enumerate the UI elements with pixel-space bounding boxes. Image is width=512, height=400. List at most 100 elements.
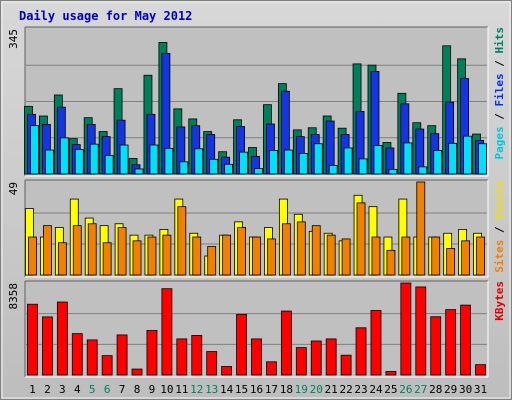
x-tick-label: 18 (280, 383, 293, 396)
bar-pages-day-23 (358, 158, 368, 175)
bar-kbytes-day-19 (295, 347, 307, 376)
bar-kbytes-day-21 (325, 338, 337, 376)
bar-kbytes-day-31 (475, 364, 486, 376)
legend-part: Files (493, 73, 506, 106)
x-tick-label: 5 (89, 383, 96, 396)
bar-pages-day-4 (74, 149, 84, 175)
bar-sites-day-8 (132, 240, 142, 276)
bar-pages-day-17 (269, 150, 278, 175)
bar-pages-day-6 (104, 155, 114, 175)
legend-part: Hits (493, 27, 506, 54)
bar-pages-day-28 (433, 150, 443, 175)
legend-label: Sites / Visits (493, 180, 506, 273)
bar-sites-day-7 (117, 227, 127, 276)
bar-pages-day-8 (134, 168, 144, 175)
bar-kbytes-day-1 (27, 303, 38, 376)
panel-kbytes: 8358 KBytes (7, 280, 506, 378)
bar-pages-day-22 (343, 147, 353, 175)
bar-pages-day-21 (328, 165, 338, 175)
bar-sites-day-26 (401, 236, 411, 276)
x-tick-label: 15 (235, 383, 248, 396)
bar-pages-day-24 (373, 145, 383, 175)
bar-sites-day-1 (28, 236, 37, 276)
x-tick-label: 29 (444, 383, 457, 396)
legend-part: Pages (493, 126, 506, 159)
bar-pages-day-20 (313, 143, 323, 175)
x-tick-label: 6 (104, 383, 111, 396)
bar-kbytes-day-4 (71, 333, 83, 376)
bar-sites-day-20 (311, 225, 321, 276)
legend-label: Pages / Files / Hits (493, 27, 506, 160)
x-tick-label: 19 (295, 383, 308, 396)
bar-kbytes-day-17 (266, 361, 277, 376)
bar-pages-day-18 (283, 149, 293, 175)
x-tick-label: 4 (74, 383, 81, 396)
bar-kbytes-day-22 (340, 354, 352, 376)
x-tick-label: 31 (474, 383, 487, 396)
x-axis: 1 2 3 4 5 6 7 8 9 10 11 12 13 14 15 16 17 18 19 20 21 22 23 24 2… (29, 383, 487, 396)
y-max-label: 345 (7, 29, 20, 49)
bar-pages-day-31 (478, 143, 487, 175)
bar-kbytes-day-3 (56, 301, 68, 376)
bar-pages-day-11 (179, 161, 189, 175)
bar-sites-day-3 (57, 242, 67, 276)
bar-kbytes-day-29 (445, 309, 457, 376)
bar-sites-day-5 (87, 223, 97, 276)
bar-kbytes-day-12 (191, 335, 203, 376)
bar-pages-day-1 (30, 125, 39, 175)
bar-kbytes-day-10 (161, 288, 173, 376)
bar-pages-day-16 (254, 168, 263, 175)
bar-sites-day-17 (267, 238, 276, 276)
x-tick-label: 17 (265, 383, 278, 396)
x-tick-label: 13 (205, 383, 218, 396)
bar-kbytes-day-15 (236, 313, 247, 376)
x-tick-label: 9 (149, 383, 156, 396)
legend-part: / (493, 220, 506, 240)
bar-kbytes-day-20 (310, 340, 322, 376)
bar-sites-day-21 (326, 234, 336, 276)
bar-pages-day-9 (149, 144, 159, 175)
bar-pages-day-29 (448, 142, 458, 175)
bar-kbytes-day-6 (101, 355, 113, 376)
bar-kbytes-day-26 (400, 282, 412, 376)
legend-part: Sites (493, 240, 506, 273)
y-max-label: 8358 (7, 283, 20, 310)
bar-sites-day-16 (252, 236, 261, 276)
bar-kbytes-day-16 (251, 338, 262, 376)
legend-part: / (493, 107, 506, 127)
bar-sites-day-19 (296, 221, 306, 276)
x-tick-label: 14 (220, 383, 234, 396)
legend-part: / (493, 54, 506, 74)
bar-sites-day-27 (416, 181, 426, 276)
bar-sites-day-23 (356, 202, 366, 276)
x-tick-label: 10 (160, 383, 173, 396)
legend-part: Visits (493, 180, 506, 220)
x-tick-label: 26 (399, 383, 412, 396)
bar-kbytes-day-24 (370, 310, 382, 376)
x-tick-label: 23 (354, 383, 367, 396)
bar-kbytes-day-13 (206, 351, 218, 376)
x-tick-label: 25 (384, 383, 397, 396)
bar-pages-day-2 (45, 149, 54, 175)
bar-pages-day-3 (59, 137, 69, 175)
bar-pages-day-15 (239, 151, 248, 175)
bar-sites-day-2 (43, 225, 52, 276)
chart-panels: 345 Pages / Files / Hits 49 Sites / Visits 8… (7, 26, 506, 378)
x-tick-label: 12 (190, 383, 203, 396)
bar-kbytes-day-9 (146, 330, 158, 376)
bar-pages-day-30 (463, 135, 473, 175)
bar-sites-day-25 (386, 249, 396, 276)
bar-pages-day-10 (164, 147, 174, 175)
y-max-label: 49 (7, 182, 20, 195)
x-tick-label: 28 (429, 383, 442, 396)
bar-kbytes-day-7 (116, 334, 128, 376)
legend-part: KBytes (493, 281, 506, 321)
x-tick-label: 24 (369, 383, 383, 396)
x-tick-label: 7 (119, 383, 126, 396)
bar-kbytes-day-14 (221, 366, 233, 376)
bar-pages-day-19 (298, 153, 308, 175)
bar-pages-day-14 (224, 163, 234, 175)
bar-sites-day-28 (431, 236, 441, 276)
bar-kbytes-day-30 (460, 304, 472, 376)
